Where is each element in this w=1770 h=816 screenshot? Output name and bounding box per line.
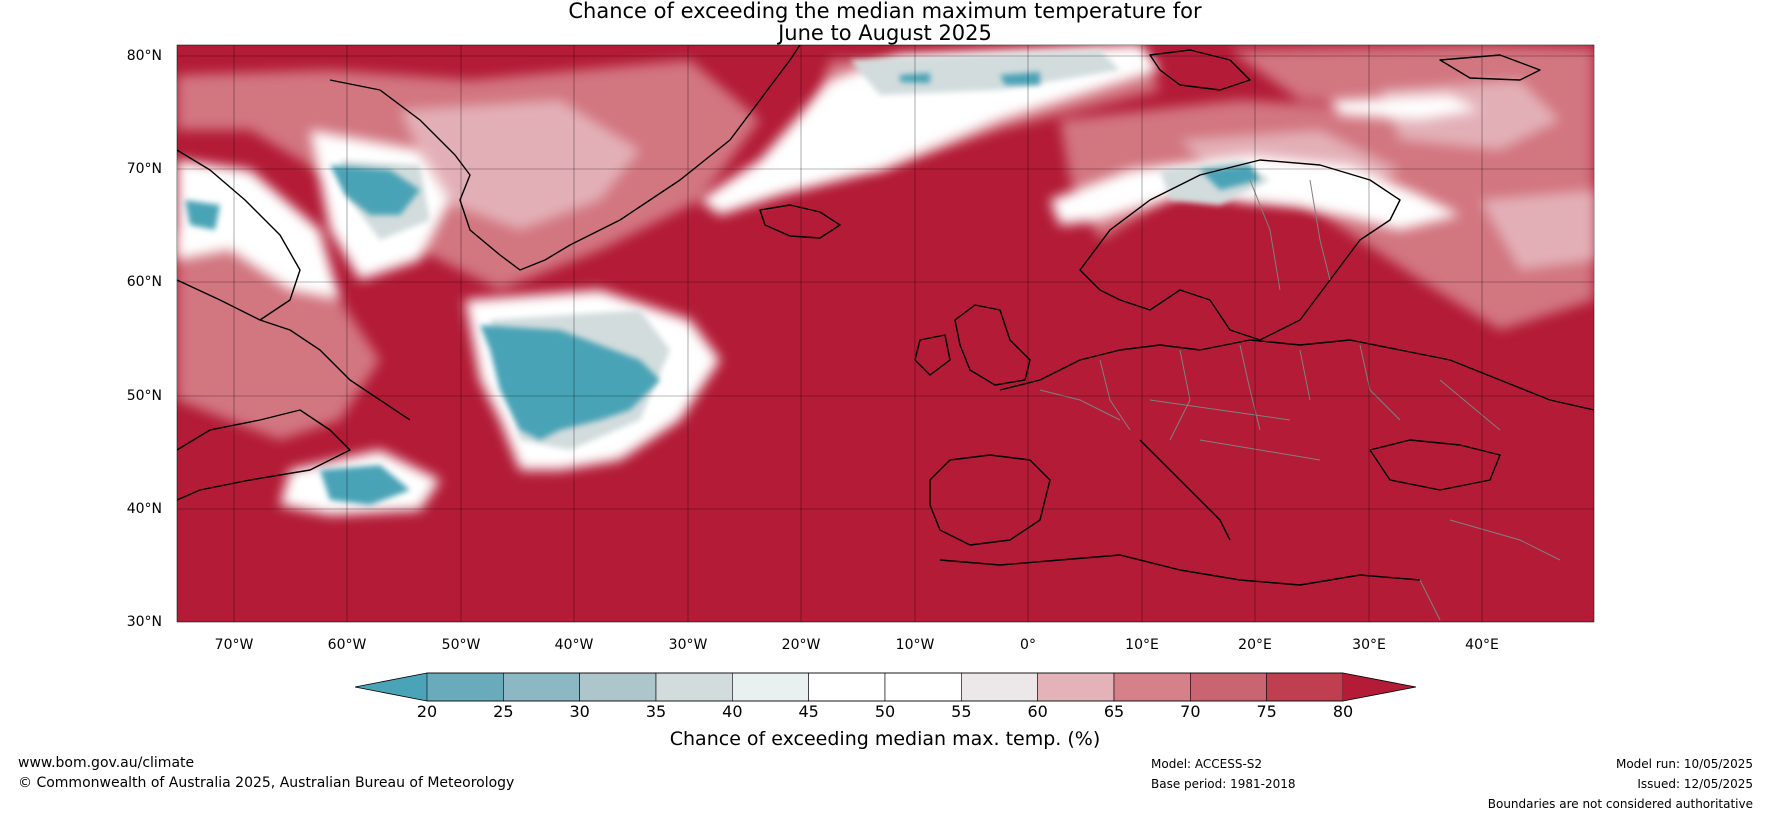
british-isles-coast — [914, 304, 1031, 386]
colorbar-tick-label: 40 — [722, 702, 743, 721]
colorbar-segment — [1037, 672, 1115, 702]
footer-copyright: © Commonwealth of Australia 2025, Austra… — [18, 775, 515, 791]
lon-label-0: 0° — [1020, 637, 1036, 653]
map-title-line-1: Chance of exceeding the median maximum t… — [568, 0, 1202, 23]
black-sea-coast — [1369, 439, 1501, 491]
footer-model-run: Model run: 10/05/2025 — [1615, 757, 1753, 771]
probability-field — [177, 45, 1594, 621]
lon-label-10e: 10°E — [1125, 637, 1159, 653]
colorbar-tick-label: 50 — [874, 702, 896, 721]
italy-coast — [1139, 439, 1231, 541]
lon-label-40e: 40°E — [1465, 637, 1499, 653]
lat-label-60n: 60°N — [126, 274, 162, 290]
colorbar-segment — [1266, 672, 1344, 702]
baffin-coast — [177, 149, 301, 321]
colorbar-segment — [426, 672, 504, 702]
colorbar-tick-label: 35 — [645, 702, 667, 721]
graticule — [177, 45, 1594, 622]
colorbar-tick-label: 55 — [951, 702, 972, 721]
map-title-line-2: June to August 2025 — [778, 21, 992, 45]
colorbar-tick-label: 60 — [1027, 702, 1048, 721]
lat-label-30n: 30°N — [126, 614, 162, 630]
lon-label-70w: 70°W — [214, 637, 254, 653]
north-america-coast — [177, 409, 351, 501]
lon-label-60w: 60°W — [327, 637, 367, 653]
colorbar-outline — [354, 672, 1417, 702]
footer-base-period: Base period: 1981-2018 — [1151, 777, 1296, 791]
lon-label-20w: 20°W — [781, 637, 821, 653]
colorbar-segment — [808, 672, 886, 702]
colorbar-segment — [1190, 672, 1267, 702]
colorbar-segment — [732, 672, 809, 702]
colorbar-segment — [884, 672, 962, 702]
colorbar-segment — [579, 672, 657, 702]
lon-label-30e: 30°E — [1352, 637, 1386, 653]
colorbar-extend-low — [355, 673, 427, 701]
scandinavia-coast — [1079, 159, 1401, 341]
colorbar-tick-label: 75 — [1256, 702, 1277, 721]
colorbar-segment — [1113, 672, 1191, 702]
colorbar-tick-label: 20 — [416, 702, 438, 721]
colorbar-tick-label: 70 — [1180, 702, 1201, 721]
europe-coast — [999, 339, 1594, 411]
labrador-coast — [177, 279, 411, 421]
footer-model: Model: ACCESS-S2 — [1151, 757, 1263, 771]
greenland-coast — [329, 45, 801, 271]
colorbar-tick-label: 45 — [798, 702, 819, 721]
lon-label-30w: 30°W — [668, 637, 708, 653]
colorbar-tick-label: 65 — [1103, 702, 1125, 721]
lon-label-10w: 10°W — [895, 637, 935, 653]
iberia-coast — [929, 454, 1051, 546]
svalbard-coast — [1149, 49, 1251, 91]
colorbar-tick-label: 25 — [493, 702, 514, 721]
lat-label-50n: 50°N — [126, 388, 162, 404]
colorbar-extend-high — [1343, 673, 1416, 701]
lon-label-20e: 20°E — [1238, 637, 1272, 653]
footer-issued: Issued: 12/05/2025 — [1637, 777, 1753, 791]
colorbar-segment — [655, 672, 733, 702]
lat-label-80n: 80°N — [126, 48, 162, 64]
north-africa-coast — [939, 554, 1421, 586]
footer-url: www.bom.gov.au/climate — [18, 755, 195, 771]
iceland-coast — [759, 204, 841, 239]
footer-disclaimer: Boundaries are not considered authoritat… — [1487, 797, 1753, 811]
lon-label-50w: 50°W — [441, 637, 481, 653]
colorbar-segment — [961, 672, 1038, 702]
colorbar-label: Chance of exceeding median max. temp. (%… — [669, 728, 1101, 750]
colorbar-tick-label: 30 — [569, 702, 590, 721]
colorbar-tick-label: 80 — [1332, 702, 1354, 721]
lat-label-70n: 70°N — [126, 161, 162, 177]
lon-label-40w: 40°W — [554, 637, 594, 653]
colorbar-segment — [503, 672, 580, 702]
lat-label-40n: 40°N — [126, 501, 162, 517]
